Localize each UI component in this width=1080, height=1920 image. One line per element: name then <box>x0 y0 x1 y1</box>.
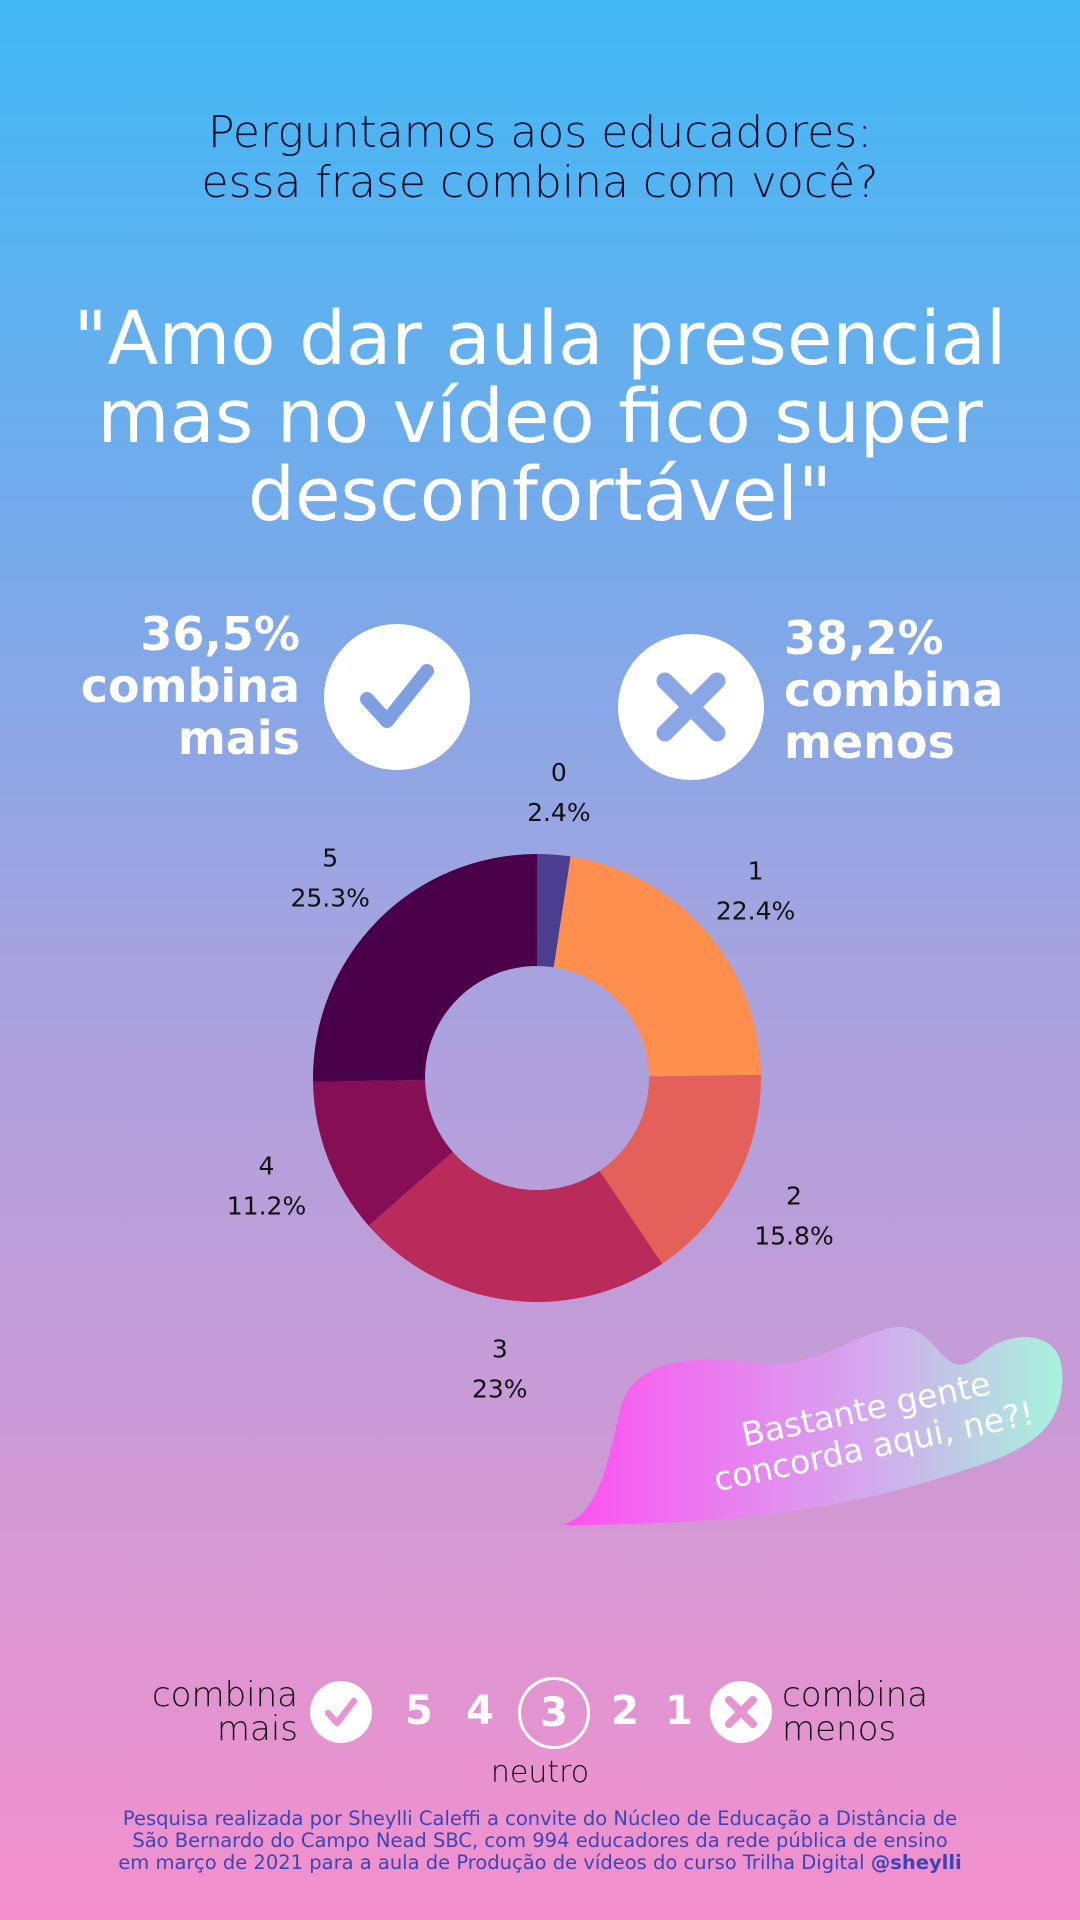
stat-left-percent: 36,5% <box>140 607 300 661</box>
scale-left-line-2: mais <box>216 1709 298 1749</box>
scale-x-circle <box>710 1681 772 1743</box>
quote: "Amo dar aula presencial mas no vídeo fi… <box>60 300 1020 534</box>
donut-chart: 0 2.4% 1 22.4% 2 15.8% 3 23% 4 11.2% 5 25.3% <box>227 760 834 1404</box>
scale-neutral-ring: 3 <box>518 1677 590 1749</box>
scale-right-label: combina menos <box>782 1678 982 1746</box>
check-circle <box>324 624 470 770</box>
stat-right-line-2: menos <box>784 715 955 769</box>
quote-line-3: desconfortável" <box>248 452 832 538</box>
scale-right-line-2: menos <box>782 1709 897 1749</box>
speech-bubble <box>562 1327 1063 1525</box>
stat-right-percent: 38,2% <box>784 611 944 665</box>
footer-line-1: Pesquisa realizada por Sheylli Caleffi a… <box>122 1807 958 1830</box>
slice-value-label: 11.2% <box>227 1192 306 1221</box>
author-handle[interactable]: @sheylli <box>870 1851 962 1874</box>
x-icon <box>725 1696 757 1728</box>
quote-line-1: "Amo dar aula presencial <box>73 296 1007 382</box>
scale-neutral-label: neutro <box>490 1755 590 1790</box>
slice-category-label: 0 <box>551 760 567 787</box>
scale-check-circle <box>310 1681 372 1743</box>
slice-value-label: 22.4% <box>716 896 795 925</box>
question-line-1: Perguntamos aos educadores: <box>207 107 873 158</box>
scale-left-line-1: combina <box>151 1675 298 1715</box>
check-icon <box>360 664 434 728</box>
scale-right-line-1: combina <box>782 1675 929 1715</box>
footer-line-2: São Bernardo do Campo Nead SBC, com 994 … <box>132 1829 948 1852</box>
footer-credits: Pesquisa realizada por Sheylli Caleffi a… <box>60 1808 1020 1874</box>
stat-right-line-1: combina <box>784 663 1004 717</box>
footer-line-3-text: em março de 2021 para a aula de Produção… <box>118 1851 865 1874</box>
x-circle <box>618 634 764 780</box>
footer-line-3: em março de 2021 para a aula de Produção… <box>60 1852 1020 1874</box>
donut-slice-3 <box>368 1151 663 1302</box>
question-line-2: essa frase combina com você? <box>201 157 879 208</box>
scale-number-2: 2 <box>611 1688 639 1734</box>
donut-slice-0 <box>537 854 571 968</box>
donut-slice-1 <box>553 856 761 1077</box>
stat-left-line-1: combina <box>80 659 300 713</box>
quote-line-2: mas no vídeo fico super <box>97 374 983 460</box>
donut-slice-5 <box>312 854 537 1082</box>
check-icon <box>324 1697 358 1727</box>
donut-slice-4 <box>313 1079 453 1226</box>
scale-number-1: 1 <box>665 1688 693 1734</box>
slice-category-label: 5 <box>322 844 338 873</box>
slice-category-label: 2 <box>786 1181 802 1210</box>
slice-category-label: 1 <box>748 856 764 885</box>
stat-left-line-2: mais <box>177 711 300 765</box>
stat-combina-mais: 36,5% combina mais <box>60 608 300 764</box>
scale-left-label: combina mais <box>120 1678 298 1746</box>
scale-number-5: 5 <box>405 1688 433 1734</box>
slice-value-label: 2.4% <box>527 798 591 827</box>
slice-category-label: 3 <box>492 1335 508 1364</box>
x-icon <box>656 672 726 742</box>
stat-combina-menos: 38,2% combina menos <box>784 612 1064 768</box>
slice-value-label: 15.8% <box>754 1221 833 1250</box>
donut-slice-2 <box>599 1074 762 1264</box>
slice-category-label: 4 <box>259 1152 275 1181</box>
scale-number-4: 4 <box>466 1688 494 1734</box>
slice-value-label: 23% <box>472 1375 528 1404</box>
slice-value-label: 25.3% <box>290 884 369 913</box>
scale-number-3: 3 <box>540 1690 568 1736</box>
survey-question: Perguntamos aos educadores: essa frase c… <box>0 108 1080 208</box>
